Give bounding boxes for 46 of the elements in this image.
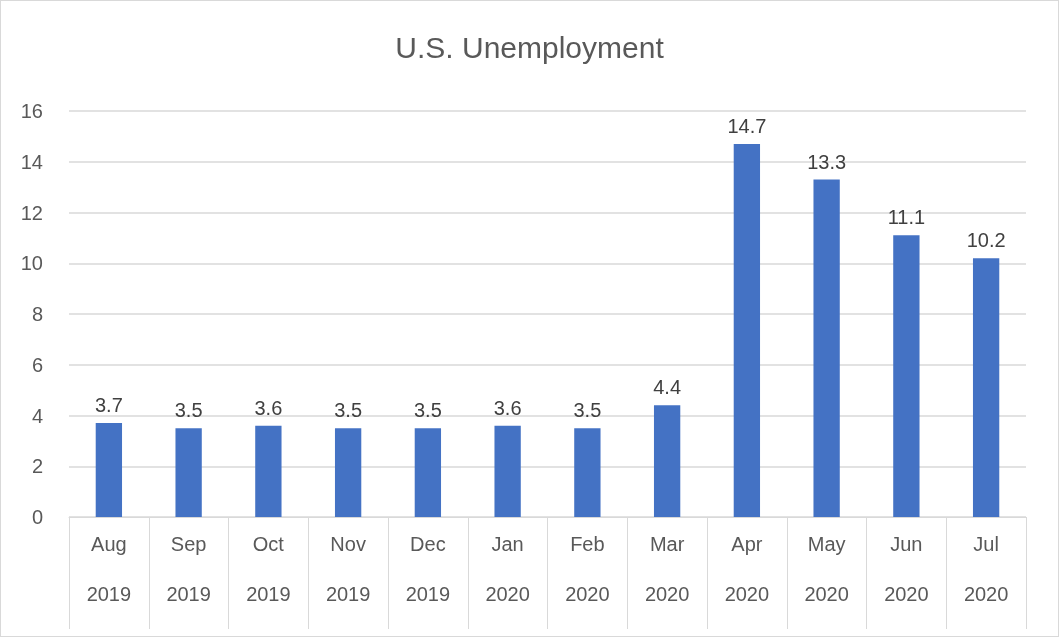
bar (494, 425, 521, 517)
y-tick-label: 0 (31, 506, 43, 528)
data-label: 13.3 (807, 150, 847, 173)
bar (653, 405, 681, 517)
category-label: Nov 2019 (325, 533, 371, 605)
bar (95, 423, 123, 517)
bar (574, 428, 601, 517)
bar (893, 235, 920, 517)
category-label: Jul 2020 (963, 533, 1009, 605)
y-tick-label: 8 (31, 303, 43, 325)
data-label: 3.6 (493, 396, 522, 419)
data-label: 4.4 (653, 376, 682, 399)
y-tick-label: 10 (20, 252, 43, 275)
bar (414, 428, 442, 517)
bar (175, 428, 202, 517)
category-label: Apr 2020 (724, 533, 770, 605)
category-label: Oct 2019 (246, 533, 291, 605)
category-label: Jan 2020 (485, 533, 530, 605)
bar (255, 425, 282, 517)
y-tick-label: 2 (31, 455, 43, 478)
bar (972, 258, 1000, 517)
data-label: 11.1 (887, 206, 926, 229)
category-label: Mar 2020 (644, 533, 690, 605)
y-tick-label: 16 (20, 100, 43, 122)
data-label: 3.5 (174, 399, 203, 422)
category-label: Feb 2020 (565, 533, 610, 605)
category-label: Dec 2019 (405, 533, 451, 605)
data-label: 3.5 (334, 399, 363, 422)
chart-title: U.S. Unemployment (395, 30, 665, 64)
data-label: 3.6 (254, 396, 283, 419)
bar (334, 428, 362, 517)
data-label: 10.2 (966, 229, 1006, 252)
data-label: 14.7 (727, 114, 767, 137)
y-tick-label: 14 (20, 150, 43, 173)
data-label: 3.5 (413, 399, 442, 422)
y-tick-label: 4 (31, 404, 43, 427)
category-label: Aug 2019 (86, 533, 132, 605)
y-tick-label: 12 (20, 201, 43, 224)
category-label: Jun 2020 (884, 533, 929, 605)
bar (733, 143, 761, 517)
category-label: Sep 2019 (166, 533, 211, 605)
category-label: May 2020 (804, 533, 849, 605)
data-label: 3.7 (94, 394, 123, 417)
y-tick-label: 6 (31, 353, 43, 376)
bar (813, 179, 840, 517)
data-label: 3.5 (573, 399, 602, 422)
